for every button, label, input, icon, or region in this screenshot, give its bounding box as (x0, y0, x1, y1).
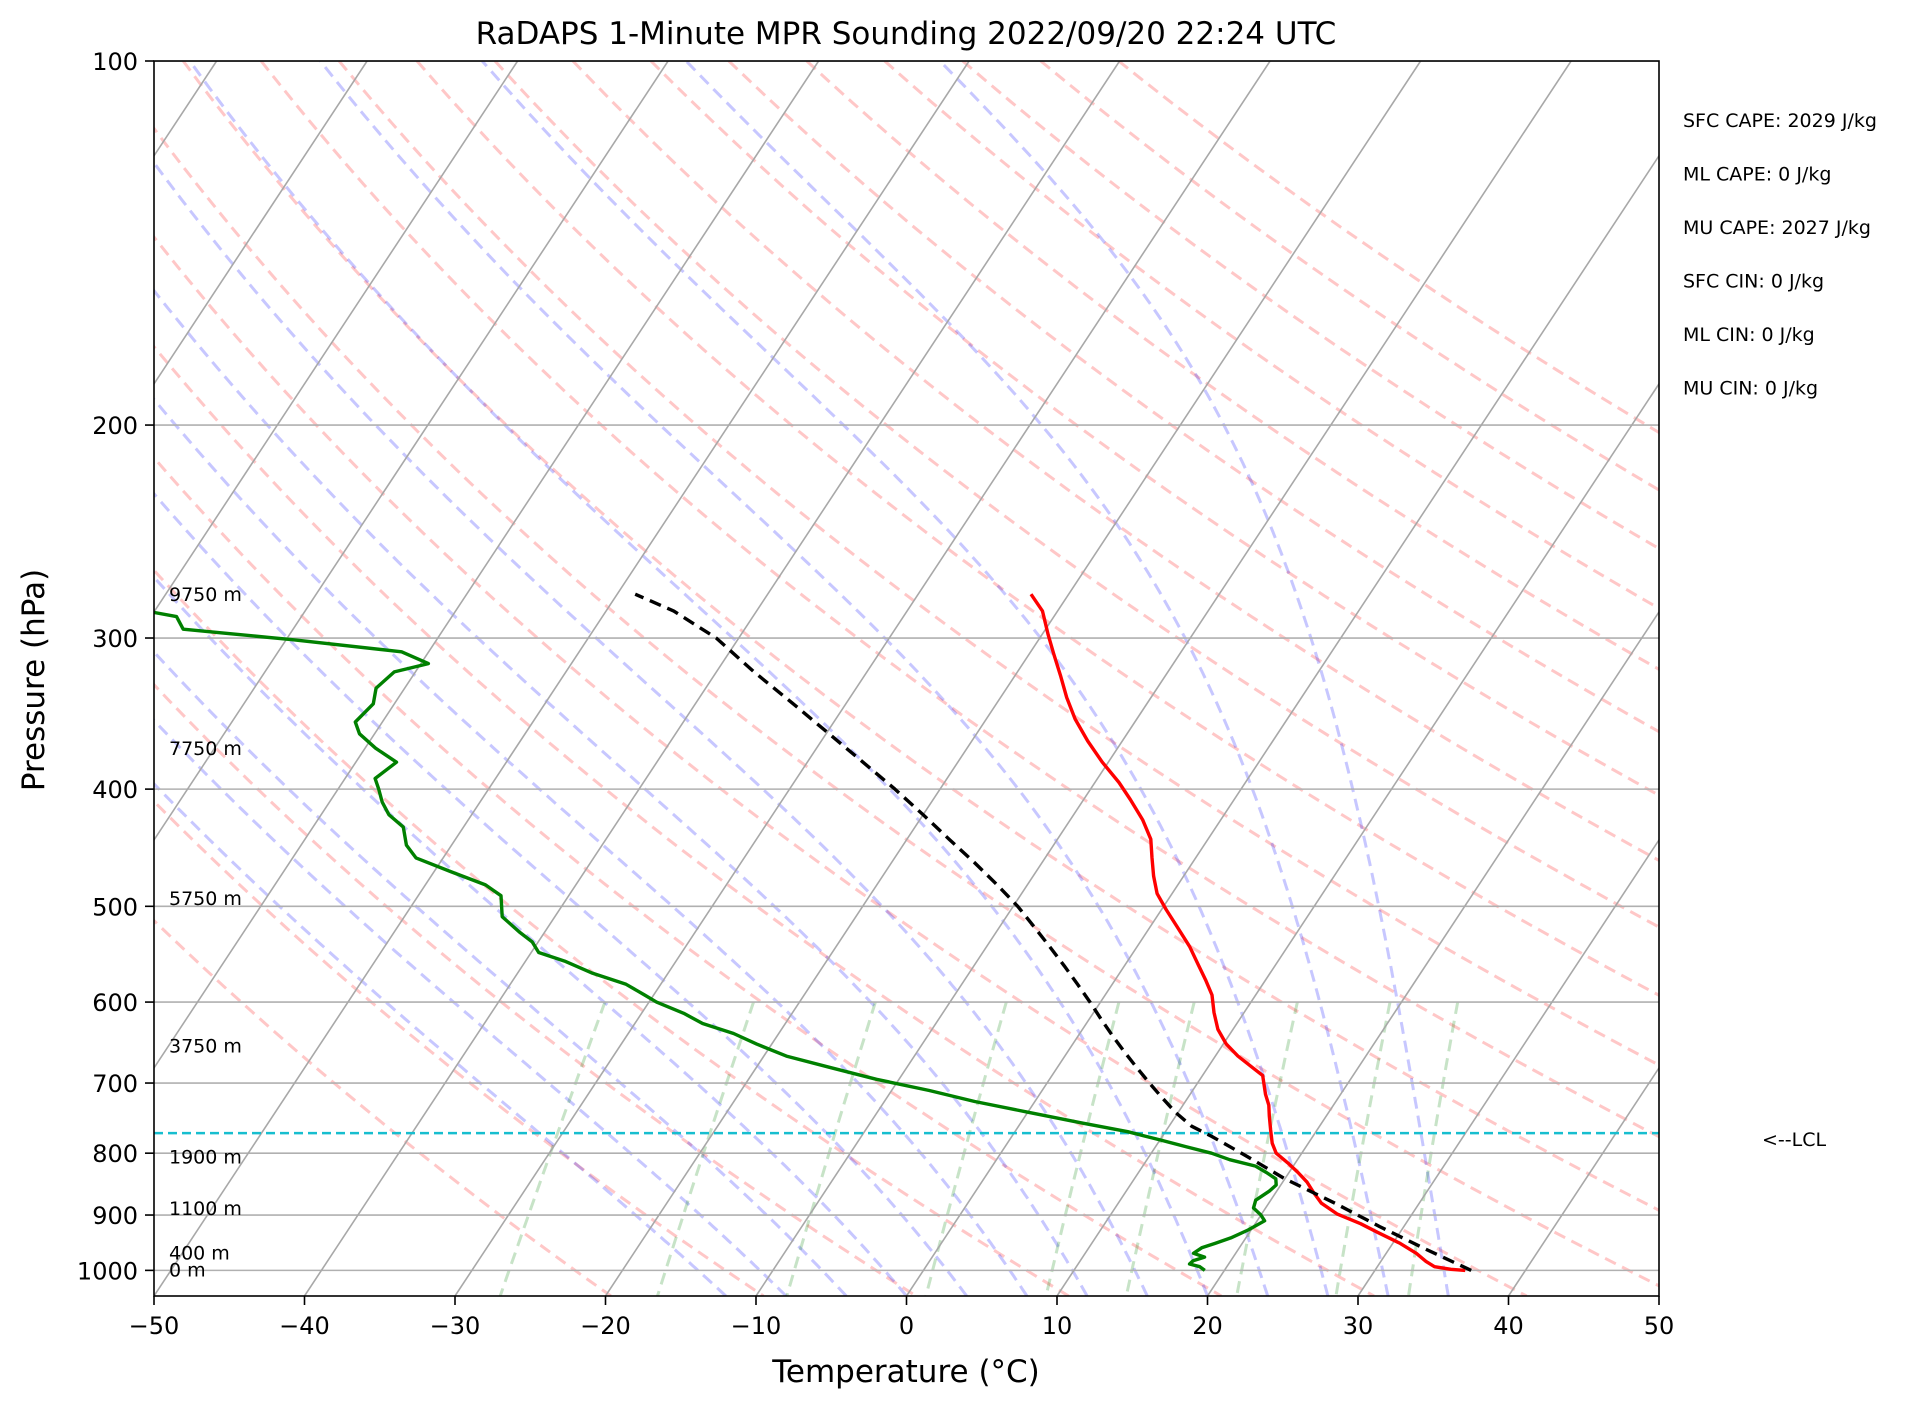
moist-adiabat (154, 491, 968, 1296)
moist-adiabat (938, 61, 1450, 1296)
y-tick-label: 100 (92, 48, 138, 76)
chart-title: RaDAPS 1-Minute MPR Sounding 2022/09/20 … (476, 16, 1337, 52)
mixing-ratio-line (1124, 1001, 1196, 1296)
lcl-label: <--LCL (1762, 1129, 1826, 1151)
moist-adiabat (154, 288, 1089, 1296)
isotherm (154, 61, 820, 1070)
y-tick-label: 300 (92, 625, 138, 653)
sounding-trace-1 (154, 610, 1278, 1272)
dry-adiabat (493, 61, 1659, 929)
parameter-annotation: SFC CAPE: 2029 J/kg (1683, 110, 1877, 132)
moist-adiabat (154, 781, 727, 1296)
dry-adiabat (649, 61, 1659, 798)
isotherm (1206, 610, 1659, 1296)
x-tick-label: 40 (1493, 1312, 1524, 1340)
height-labels: 9750 m 7750 m 5750 m 3750 m 1900 m 1100 m 400 … (169, 584, 242, 1281)
parameter-annotations: SFC CAPE: 2029 J/kg ML CAPE: 0 J/kg MU CAP… (1683, 110, 1877, 400)
dry-adiabat (154, 344, 1375, 1296)
mixing-ratio-line (656, 1001, 755, 1296)
isotherm (1507, 1066, 1659, 1296)
dry-adiabat (961, 61, 1659, 551)
height-label: 0 m (169, 1259, 206, 1281)
skewed-isotherms (154, 61, 1659, 1296)
dry-adiabat (154, 234, 1528, 1296)
mixing-ratio-line (785, 1001, 877, 1296)
height-label: 1900 m (169, 1146, 242, 1168)
y-tick-label: 500 (92, 893, 138, 921)
isotherm (1357, 838, 1659, 1296)
dry-adiabat (571, 61, 1659, 863)
isotherm (154, 61, 368, 386)
isotherm (154, 61, 970, 1296)
moist-adiabat (685, 61, 1390, 1296)
y-axis-label: Pressure (hPa) (16, 569, 52, 791)
y-tick-label: 800 (92, 1140, 138, 1168)
x-tick-label: 30 (1343, 1312, 1374, 1340)
moist-adiabat (188, 61, 1209, 1296)
height-label: 9750 m (169, 584, 242, 606)
dry-adiabat (727, 61, 1659, 734)
x-axis-label: Temperature (°C) (771, 1354, 1040, 1390)
moist-adiabat (154, 574, 908, 1296)
dry-adiabat (181, 61, 1659, 1212)
height-label: 5750 m (169, 888, 242, 910)
x-axis: −50 −40 −30 −20 −10 0 10 20 30 40 50 (129, 1296, 1675, 1340)
parameter-annotation: ML CIN: 0 J/kg (1683, 324, 1815, 346)
x-tick-label: −40 (279, 1312, 330, 1340)
x-tick-label: −50 (129, 1312, 180, 1340)
moist-adiabat (154, 160, 1149, 1296)
parameter-annotation: SFC CIN: 0 J/kg (1683, 271, 1824, 293)
dry-adiabat (337, 61, 1659, 1067)
moist-adiabat (319, 61, 1270, 1296)
x-tick-label: −10 (731, 1312, 782, 1340)
moist-adiabat (481, 61, 1330, 1296)
y-tick-label: 1000 (77, 1257, 138, 1285)
y-tick-label: 700 (92, 1070, 138, 1098)
mixing-ratio-line (1334, 1001, 1392, 1296)
sounding-traces (154, 592, 1472, 1273)
mixing-ratio-line (1044, 1001, 1121, 1296)
isotherm (303, 61, 1121, 1296)
height-label: 7750 m (169, 738, 242, 760)
x-tick-label: −30 (430, 1312, 481, 1340)
isotherm (755, 61, 1572, 1296)
mixing-ratio-line (1235, 1001, 1299, 1296)
y-tick-label: 200 (92, 412, 138, 440)
isotherm (905, 154, 1659, 1296)
isobar-gridlines (154, 61, 1659, 1272)
parameter-annotation: MU CAPE: 2027 J/kg (1683, 217, 1871, 239)
dry-adiabat (259, 61, 1659, 1139)
isotherm (1056, 382, 1659, 1296)
parameter-annotation: MU CIN: 0 J/kg (1683, 378, 1818, 400)
dry-adiabat (1117, 61, 1659, 435)
isotherm (454, 61, 1271, 1296)
dry-adiabat (883, 61, 1659, 611)
x-tick-label: 50 (1644, 1312, 1675, 1340)
x-tick-label: −20 (580, 1312, 631, 1340)
x-tick-label: 0 (899, 1312, 914, 1340)
height-label: 1100 m (169, 1198, 242, 1220)
isotherm (154, 61, 669, 842)
dry-adiabat (154, 125, 1659, 1288)
y-tick-label: 900 (92, 1202, 138, 1230)
sounding-trace-2 (634, 592, 1472, 1272)
isotherm (154, 61, 519, 614)
moist-adiabat (154, 718, 788, 1296)
mixing-ratio-line (1407, 1001, 1460, 1296)
height-label: 3750 m (169, 1036, 242, 1058)
moist-adiabat (154, 649, 848, 1296)
x-tick-label: 20 (1192, 1312, 1223, 1340)
parameter-annotation: ML CAPE: 0 J/kg (1683, 164, 1831, 186)
y-tick-label: 600 (92, 989, 138, 1017)
y-axis: 100 200 300 400 500 600 700 800 900 1000 (77, 48, 154, 1285)
sounding-trace-0 (1029, 593, 1466, 1273)
height-label: 400 m (169, 1243, 230, 1265)
x-tick-label: 10 (1042, 1312, 1073, 1340)
isotherm (604, 61, 1422, 1296)
y-tick-label: 400 (92, 776, 138, 804)
moist-adiabat (154, 397, 1029, 1296)
